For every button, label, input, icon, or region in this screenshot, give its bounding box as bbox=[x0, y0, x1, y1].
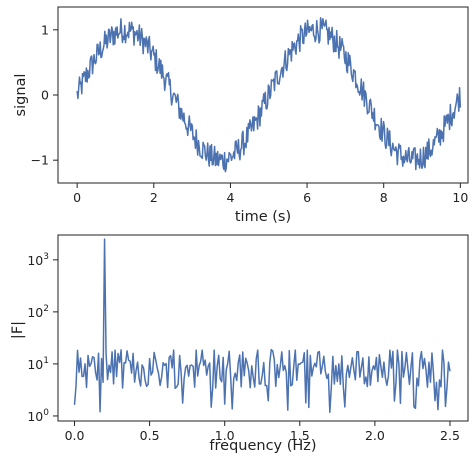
time-x-ticks: 0 2 4 6 8 10 bbox=[73, 183, 468, 205]
frequency-x-tick-label: 2.5 bbox=[440, 428, 460, 443]
signal-y-ticks: −1 0 1 bbox=[31, 22, 58, 168]
magnitude-y-tick-label: 100 bbox=[27, 408, 49, 424]
magnitude-y-tick-label: 102 bbox=[27, 304, 49, 320]
magnitude-y-ticks: 100 101 102 103 bbox=[27, 252, 58, 424]
frequency-x-tick-label: 2.0 bbox=[365, 428, 385, 443]
time-x-axis-label: time (s) bbox=[235, 209, 291, 225]
magnitude-y-tick-label: 101 bbox=[27, 356, 49, 372]
time-x-tick-label: 10 bbox=[452, 190, 468, 205]
frequency-x-tick-label: 1.5 bbox=[290, 428, 310, 443]
time-x-tick-label: 6 bbox=[303, 190, 311, 205]
frequency-spectrum-chart: 0.0 0.5 1.0 1.5 2.0 2.5 100 101 102 103 frequenc… bbox=[10, 234, 469, 454]
frequency-x-axis-label: frequency (Hz) bbox=[209, 438, 316, 454]
signal-y-tick-label: 0 bbox=[41, 88, 49, 103]
frequency-x-tick-label: 1.0 bbox=[215, 428, 235, 443]
magnitude-y-axis-label: |F| bbox=[10, 321, 26, 339]
time-x-tick-label: 4 bbox=[226, 190, 234, 205]
time-x-tick-label: 0 bbox=[73, 190, 81, 205]
signal-y-axis-label: signal bbox=[13, 74, 29, 117]
time-signal-chart: 0 2 4 6 8 10 −1 0 1 time (s) signal bbox=[13, 6, 469, 225]
signal-series-line bbox=[76, 17, 462, 173]
spectrum-series-line bbox=[73, 238, 451, 414]
signal-y-tick-label: 1 bbox=[41, 22, 49, 37]
spectrum-plot-frame bbox=[57, 234, 469, 422]
time-x-tick-label: 2 bbox=[150, 190, 158, 205]
time-x-tick-label: 8 bbox=[380, 190, 388, 205]
frequency-x-tick-label: 0.5 bbox=[140, 428, 160, 443]
signal-y-tick-label: −1 bbox=[31, 153, 49, 168]
frequency-x-ticks: 0.0 0.5 1.0 1.5 2.0 2.5 bbox=[65, 421, 460, 443]
magnitude-y-tick-label: 103 bbox=[27, 252, 49, 268]
frequency-x-tick-label: 0.0 bbox=[65, 428, 85, 443]
